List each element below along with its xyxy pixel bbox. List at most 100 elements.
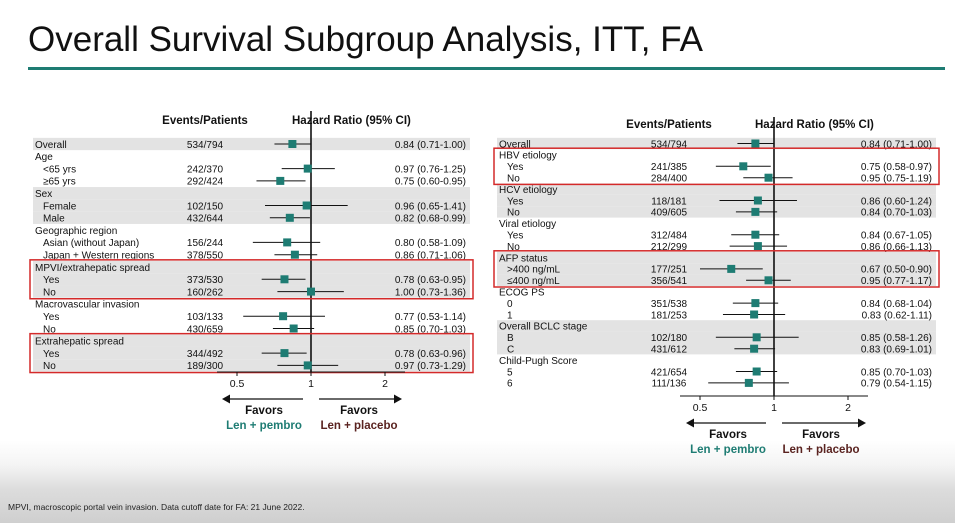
footnote: MPVI, macroscopic portal vein invasion. … bbox=[8, 502, 305, 512]
row-shade bbox=[33, 187, 470, 200]
subgroup-label: 6 bbox=[507, 379, 513, 390]
favors-right-arm: Len + placebo bbox=[782, 444, 859, 456]
events-patients: 177/251 bbox=[651, 265, 688, 276]
hr-marker bbox=[753, 242, 762, 251]
hr-marker bbox=[302, 201, 311, 210]
hazard-ratio-ci: 0.84 (0.68-1.04) bbox=[861, 299, 932, 310]
events-patients: 103/133 bbox=[187, 312, 224, 323]
x-tick-label: 0.5 bbox=[693, 402, 708, 414]
x-tick-label: 1 bbox=[308, 378, 314, 390]
hazard-ratio-ci: 0.95 (0.77-1.17) bbox=[861, 276, 932, 287]
subgroup-label: HBV etiology bbox=[499, 151, 557, 162]
subgroup-label: Overall bbox=[35, 140, 67, 151]
hr-marker bbox=[751, 207, 760, 216]
events-patients: 373/530 bbox=[187, 275, 224, 286]
hr-marker bbox=[751, 230, 760, 239]
hr-marker bbox=[279, 312, 288, 321]
events-patients: 156/244 bbox=[187, 238, 224, 249]
hazard-ratio-ci: 0.95 (0.75-1.19) bbox=[861, 174, 932, 185]
hr-marker bbox=[727, 264, 736, 273]
slide-title: Overall Survival Subgroup Analysis, ITT,… bbox=[28, 20, 703, 59]
hazard-ratio-ci: 0.78 (0.63-0.96) bbox=[395, 349, 466, 360]
hazard-ratio-ci: 0.86 (0.71-1.06) bbox=[395, 251, 466, 262]
events-patients: 102/150 bbox=[187, 201, 224, 212]
subgroup-label: No bbox=[507, 208, 520, 219]
subgroup-label: Yes bbox=[43, 312, 59, 323]
subgroup-label: Geographic region bbox=[35, 226, 117, 237]
subgroup-label: C bbox=[507, 345, 514, 356]
hazard-ratio-ci: 0.67 (0.50-0.90) bbox=[861, 265, 932, 276]
row-shade bbox=[33, 346, 470, 360]
hr-marker bbox=[752, 367, 761, 376]
row-shade bbox=[33, 211, 470, 224]
row-shade bbox=[497, 320, 936, 332]
favors-left-word: Favors bbox=[245, 405, 283, 417]
events-patients: 212/299 bbox=[651, 242, 688, 253]
hazard-ratio-ci: 0.84 (0.70-1.03) bbox=[861, 208, 932, 219]
subgroup-label: >400 ng/mL bbox=[507, 265, 561, 276]
favors-right-arrowhead bbox=[858, 418, 866, 428]
row-shade bbox=[33, 334, 470, 347]
favors-left-word: Favors bbox=[709, 429, 747, 441]
events-patients: 292/424 bbox=[187, 177, 224, 188]
hazard-ratio-ci: 0.78 (0.63-0.95) bbox=[395, 275, 466, 286]
highlight-box bbox=[493, 250, 940, 288]
highlight-box bbox=[29, 259, 474, 300]
row-shade bbox=[33, 359, 470, 372]
hazard-ratio-ci: 0.75 (0.58-0.97) bbox=[861, 162, 932, 173]
subgroup-label: 1 bbox=[507, 310, 513, 321]
hr-marker bbox=[764, 276, 773, 285]
hazard-ratio-ci: 0.85 (0.70-1.03) bbox=[395, 324, 466, 335]
hazard-ratio-ci: 0.97 (0.76-1.25) bbox=[395, 164, 466, 175]
row-shade bbox=[497, 194, 936, 207]
hr-marker bbox=[764, 173, 773, 182]
events-patients-header: Events/Patients bbox=[162, 115, 248, 127]
events-patients-header: Events/Patients bbox=[626, 119, 712, 131]
x-tick-label: 0.5 bbox=[230, 378, 245, 390]
events-patients: 430/659 bbox=[187, 324, 224, 335]
hr-marker bbox=[751, 139, 760, 148]
hr-marker bbox=[290, 250, 299, 259]
hr-marker bbox=[276, 176, 285, 185]
highlight-box bbox=[493, 147, 940, 186]
x-tick-label: 2 bbox=[382, 378, 388, 390]
subgroup-label: Yes bbox=[43, 349, 59, 360]
hr-marker bbox=[289, 324, 298, 333]
events-patients: 534/794 bbox=[651, 139, 688, 150]
hr-marker bbox=[280, 349, 289, 358]
events-patients: 351/538 bbox=[651, 299, 688, 310]
subgroup-label: Sex bbox=[35, 189, 52, 200]
subgroup-label: No bbox=[43, 361, 56, 372]
hr-marker bbox=[750, 344, 759, 353]
subgroup-label: Female bbox=[43, 201, 77, 212]
hazard-ratio-ci: 0.75 (0.60-0.95) bbox=[395, 177, 466, 188]
events-patients: 421/654 bbox=[651, 367, 688, 378]
subgroup-label: No bbox=[43, 287, 56, 298]
events-patients: 534/794 bbox=[187, 140, 224, 151]
subgroup-label: ≤400 ng/mL bbox=[507, 276, 560, 287]
hr-marker bbox=[280, 275, 289, 284]
favors-left-arm: Len + pembro bbox=[690, 444, 766, 456]
events-patients: 111/136 bbox=[652, 379, 687, 390]
hazard-ratio-ci: 0.79 (0.54-1.15) bbox=[861, 379, 932, 390]
hr-marker bbox=[752, 333, 761, 342]
subgroup-label: 5 bbox=[507, 367, 513, 378]
favors-right-word: Favors bbox=[340, 405, 378, 417]
hazard-ratio-ci: 1.00 (0.73-1.36) bbox=[395, 287, 466, 298]
events-patients: 242/370 bbox=[187, 164, 224, 175]
hazard-ratio-ci: 0.83 (0.62-1.11) bbox=[862, 310, 932, 321]
x-tick-label: 1 bbox=[771, 402, 777, 414]
events-patients: 189/300 bbox=[187, 361, 224, 372]
subgroup-label: No bbox=[507, 174, 520, 185]
events-patients: 284/400 bbox=[651, 174, 688, 185]
hazard-ratio-ci: 0.82 (0.68-0.99) bbox=[395, 214, 466, 225]
subgroup-label: ECOG PS bbox=[499, 288, 545, 299]
events-patients: 344/492 bbox=[187, 349, 224, 360]
subgroup-label: Macrovascular invasion bbox=[35, 300, 140, 311]
events-patients: 409/605 bbox=[651, 208, 688, 219]
title-rule bbox=[28, 67, 945, 70]
row-shade bbox=[497, 206, 936, 218]
hazard-ratio-ci: 0.85 (0.70-1.03) bbox=[861, 367, 932, 378]
events-patients: 181/253 bbox=[651, 310, 688, 321]
